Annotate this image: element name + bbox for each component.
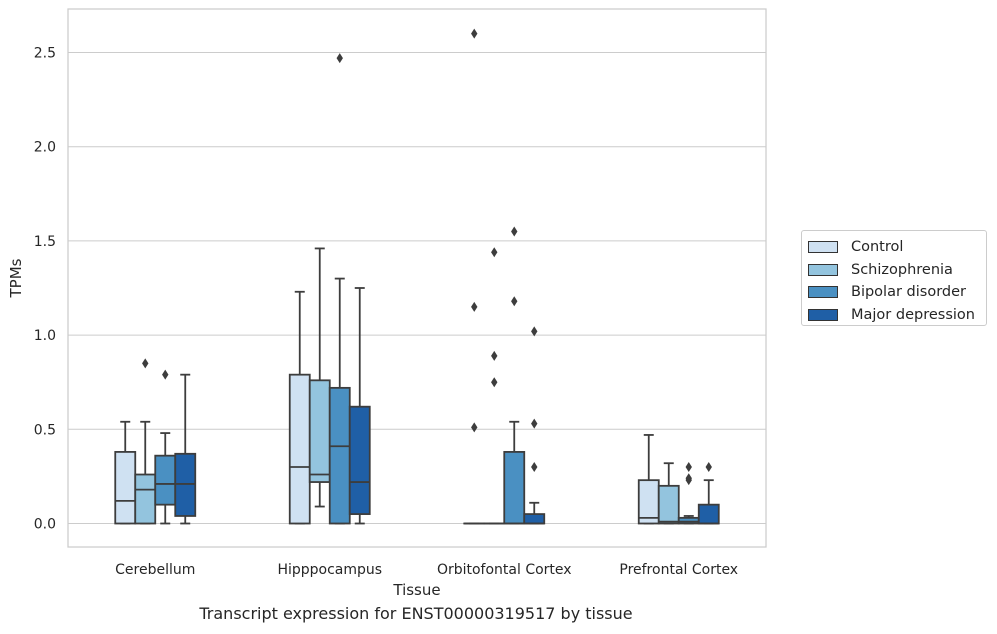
outlier-point (471, 301, 478, 312)
legend-swatch-control (808, 241, 838, 254)
box (308, 379, 331, 483)
legend-label-schizophrenia: Schizophrenia (851, 261, 953, 278)
x-tick-label: Orbitofontal Cortex (437, 562, 572, 578)
legend-label-major-depression: Major depression (851, 306, 975, 323)
legend-item-control: Control (808, 236, 986, 259)
outlier-point (142, 358, 149, 369)
outlier-point (511, 226, 518, 237)
outlier-point (491, 377, 498, 388)
y-tick-label: 0.0 (34, 517, 56, 533)
legend-item-major-depression: Major depression (808, 304, 986, 327)
legend-label-bipolar: Bipolar disorder (851, 284, 966, 301)
y-tick-label: 1.5 (34, 234, 56, 250)
y-tick-label: 0.5 (34, 422, 56, 438)
outlier-point (531, 461, 538, 472)
outlier-point (685, 461, 692, 472)
box (328, 386, 351, 525)
legend-swatch-major-depression (808, 308, 838, 321)
outlier-point (511, 296, 518, 307)
box (174, 452, 197, 517)
y-axis-label: TPMs (7, 258, 25, 298)
legend-item-bipolar: Bipolar disorder (808, 281, 986, 304)
x-tick-label: Prefrontal Cortex (619, 562, 738, 578)
box (114, 451, 137, 525)
y-tick-label: 1.0 (34, 328, 56, 344)
box (677, 516, 700, 525)
chart-caption: Transcript expression for ENST0000031951… (199, 604, 633, 623)
outlier-point (162, 369, 169, 380)
legend-swatch-bipolar (808, 286, 838, 299)
box (657, 484, 680, 525)
box (503, 451, 526, 525)
outlier-point (471, 28, 478, 39)
x-tick-label: Hipppocampus (277, 562, 382, 578)
legend-item-schizophrenia: Schizophrenia (808, 259, 986, 282)
outlier-point (531, 326, 538, 337)
outlier-point (491, 350, 498, 361)
box (348, 405, 371, 515)
y-tick-label: 2.0 (34, 140, 56, 156)
legend-label-control: Control (851, 239, 904, 256)
x-axis-label: Tissue (392, 581, 440, 599)
outlier-point (491, 247, 498, 258)
outlier-point (531, 418, 538, 429)
box (134, 473, 157, 525)
box (523, 513, 546, 525)
legend-swatch-schizophrenia (808, 263, 838, 276)
outlier-point (336, 53, 343, 64)
outlier-point (705, 461, 712, 472)
box (154, 454, 177, 506)
box (288, 373, 311, 525)
legend: Control Schizophrenia Bipolar disorder M… (801, 230, 987, 326)
box (697, 503, 720, 525)
outlier-point (685, 473, 692, 484)
x-tick-label: Cerebellum (115, 562, 195, 578)
outlier-point (471, 422, 478, 433)
y-tick-label: 2.5 (34, 46, 56, 62)
